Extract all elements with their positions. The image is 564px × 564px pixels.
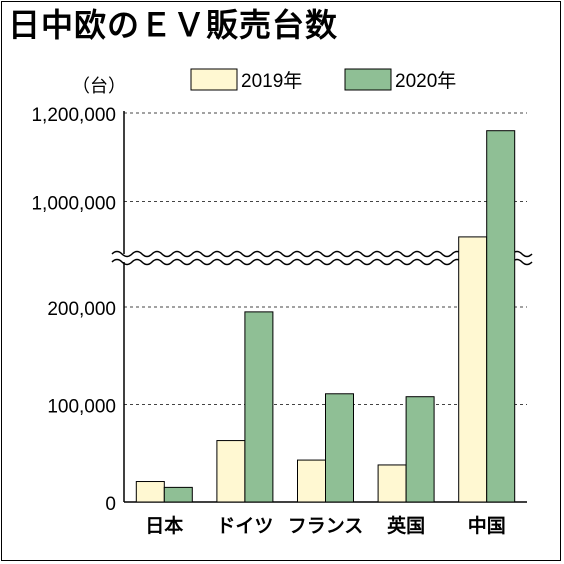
legend: 2019年 2020年 bbox=[190, 68, 456, 92]
x-category-label: 中国 bbox=[468, 514, 506, 537]
legend-swatch-2020 bbox=[344, 68, 392, 91]
chart-title: 日中欧のＥＶ販売台数 bbox=[8, 6, 339, 44]
x-category-label: フランス bbox=[288, 515, 364, 537]
x-category-label: 日本 bbox=[145, 514, 183, 537]
bar-2019 bbox=[135, 481, 165, 503]
bar-2020 bbox=[163, 486, 193, 503]
axis-break-gap bbox=[112, 254, 529, 262]
legend-swatch-2019 bbox=[190, 68, 238, 91]
y-tick-label: 100,000 bbox=[47, 397, 116, 418]
bar-2019 bbox=[377, 464, 407, 503]
bars bbox=[135, 130, 516, 503]
bar-2020 bbox=[244, 311, 274, 503]
bar-2020 bbox=[325, 393, 354, 503]
x-category-label: 英国 bbox=[387, 514, 425, 537]
legend-label-2019: 2019年 bbox=[241, 70, 302, 92]
gridlines bbox=[124, 112, 527, 405]
x-category-label: ドイツ bbox=[216, 515, 273, 537]
y-tick-label: 1,000,000 bbox=[31, 194, 116, 215]
labels: 0 100,000 200,000 1,000,000 1,200,000 （台） 日本 ドイ… bbox=[31, 76, 505, 537]
bar-2019 bbox=[216, 440, 246, 503]
y-tick-label: 0 bbox=[105, 494, 116, 515]
y-tick-label: 1,200,000 bbox=[31, 105, 116, 126]
y-unit-label: （台） bbox=[72, 76, 126, 97]
bar-2020 bbox=[486, 130, 516, 503]
y-tick-label: 200,000 bbox=[47, 299, 116, 320]
bar-2019 bbox=[297, 459, 326, 503]
legend-label-2020: 2020年 bbox=[395, 70, 456, 92]
bar-2019 bbox=[458, 236, 488, 503]
bar-2020 bbox=[405, 396, 435, 503]
